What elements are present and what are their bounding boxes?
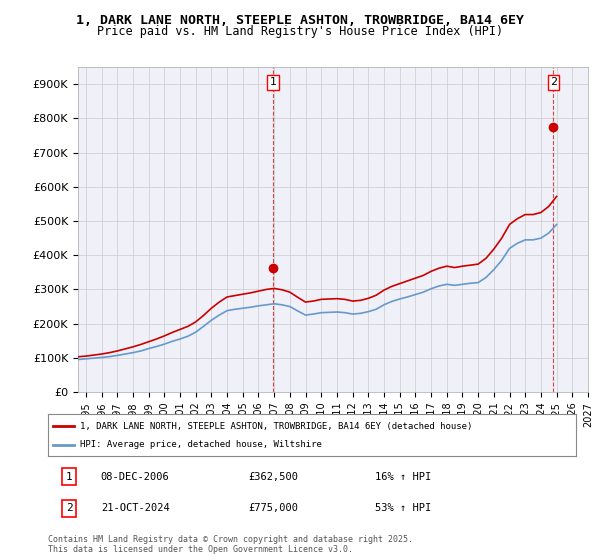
Text: Contains HM Land Registry data © Crown copyright and database right 2025.
This d: Contains HM Land Registry data © Crown c… <box>48 535 413 554</box>
Text: 08-DEC-2006: 08-DEC-2006 <box>101 472 170 482</box>
Text: 2: 2 <box>66 503 73 513</box>
Text: 2: 2 <box>550 77 557 87</box>
Text: 21-OCT-2024: 21-OCT-2024 <box>101 503 170 513</box>
Text: 1: 1 <box>66 472 73 482</box>
Text: £775,000: £775,000 <box>248 503 299 513</box>
Text: 1, DARK LANE NORTH, STEEPLE ASHTON, TROWBRIDGE, BA14 6EY: 1, DARK LANE NORTH, STEEPLE ASHTON, TROW… <box>76 14 524 27</box>
Text: Price paid vs. HM Land Registry's House Price Index (HPI): Price paid vs. HM Land Registry's House … <box>97 25 503 38</box>
Text: 16% ↑ HPI: 16% ↑ HPI <box>376 472 431 482</box>
Text: 1, DARK LANE NORTH, STEEPLE ASHTON, TROWBRIDGE, BA14 6EY (detached house): 1, DARK LANE NORTH, STEEPLE ASHTON, TROW… <box>80 422 472 431</box>
Text: HPI: Average price, detached house, Wiltshire: HPI: Average price, detached house, Wilt… <box>80 440 322 449</box>
Text: 1: 1 <box>269 77 277 87</box>
Text: £362,500: £362,500 <box>248 472 299 482</box>
Text: 53% ↑ HPI: 53% ↑ HPI <box>376 503 431 513</box>
